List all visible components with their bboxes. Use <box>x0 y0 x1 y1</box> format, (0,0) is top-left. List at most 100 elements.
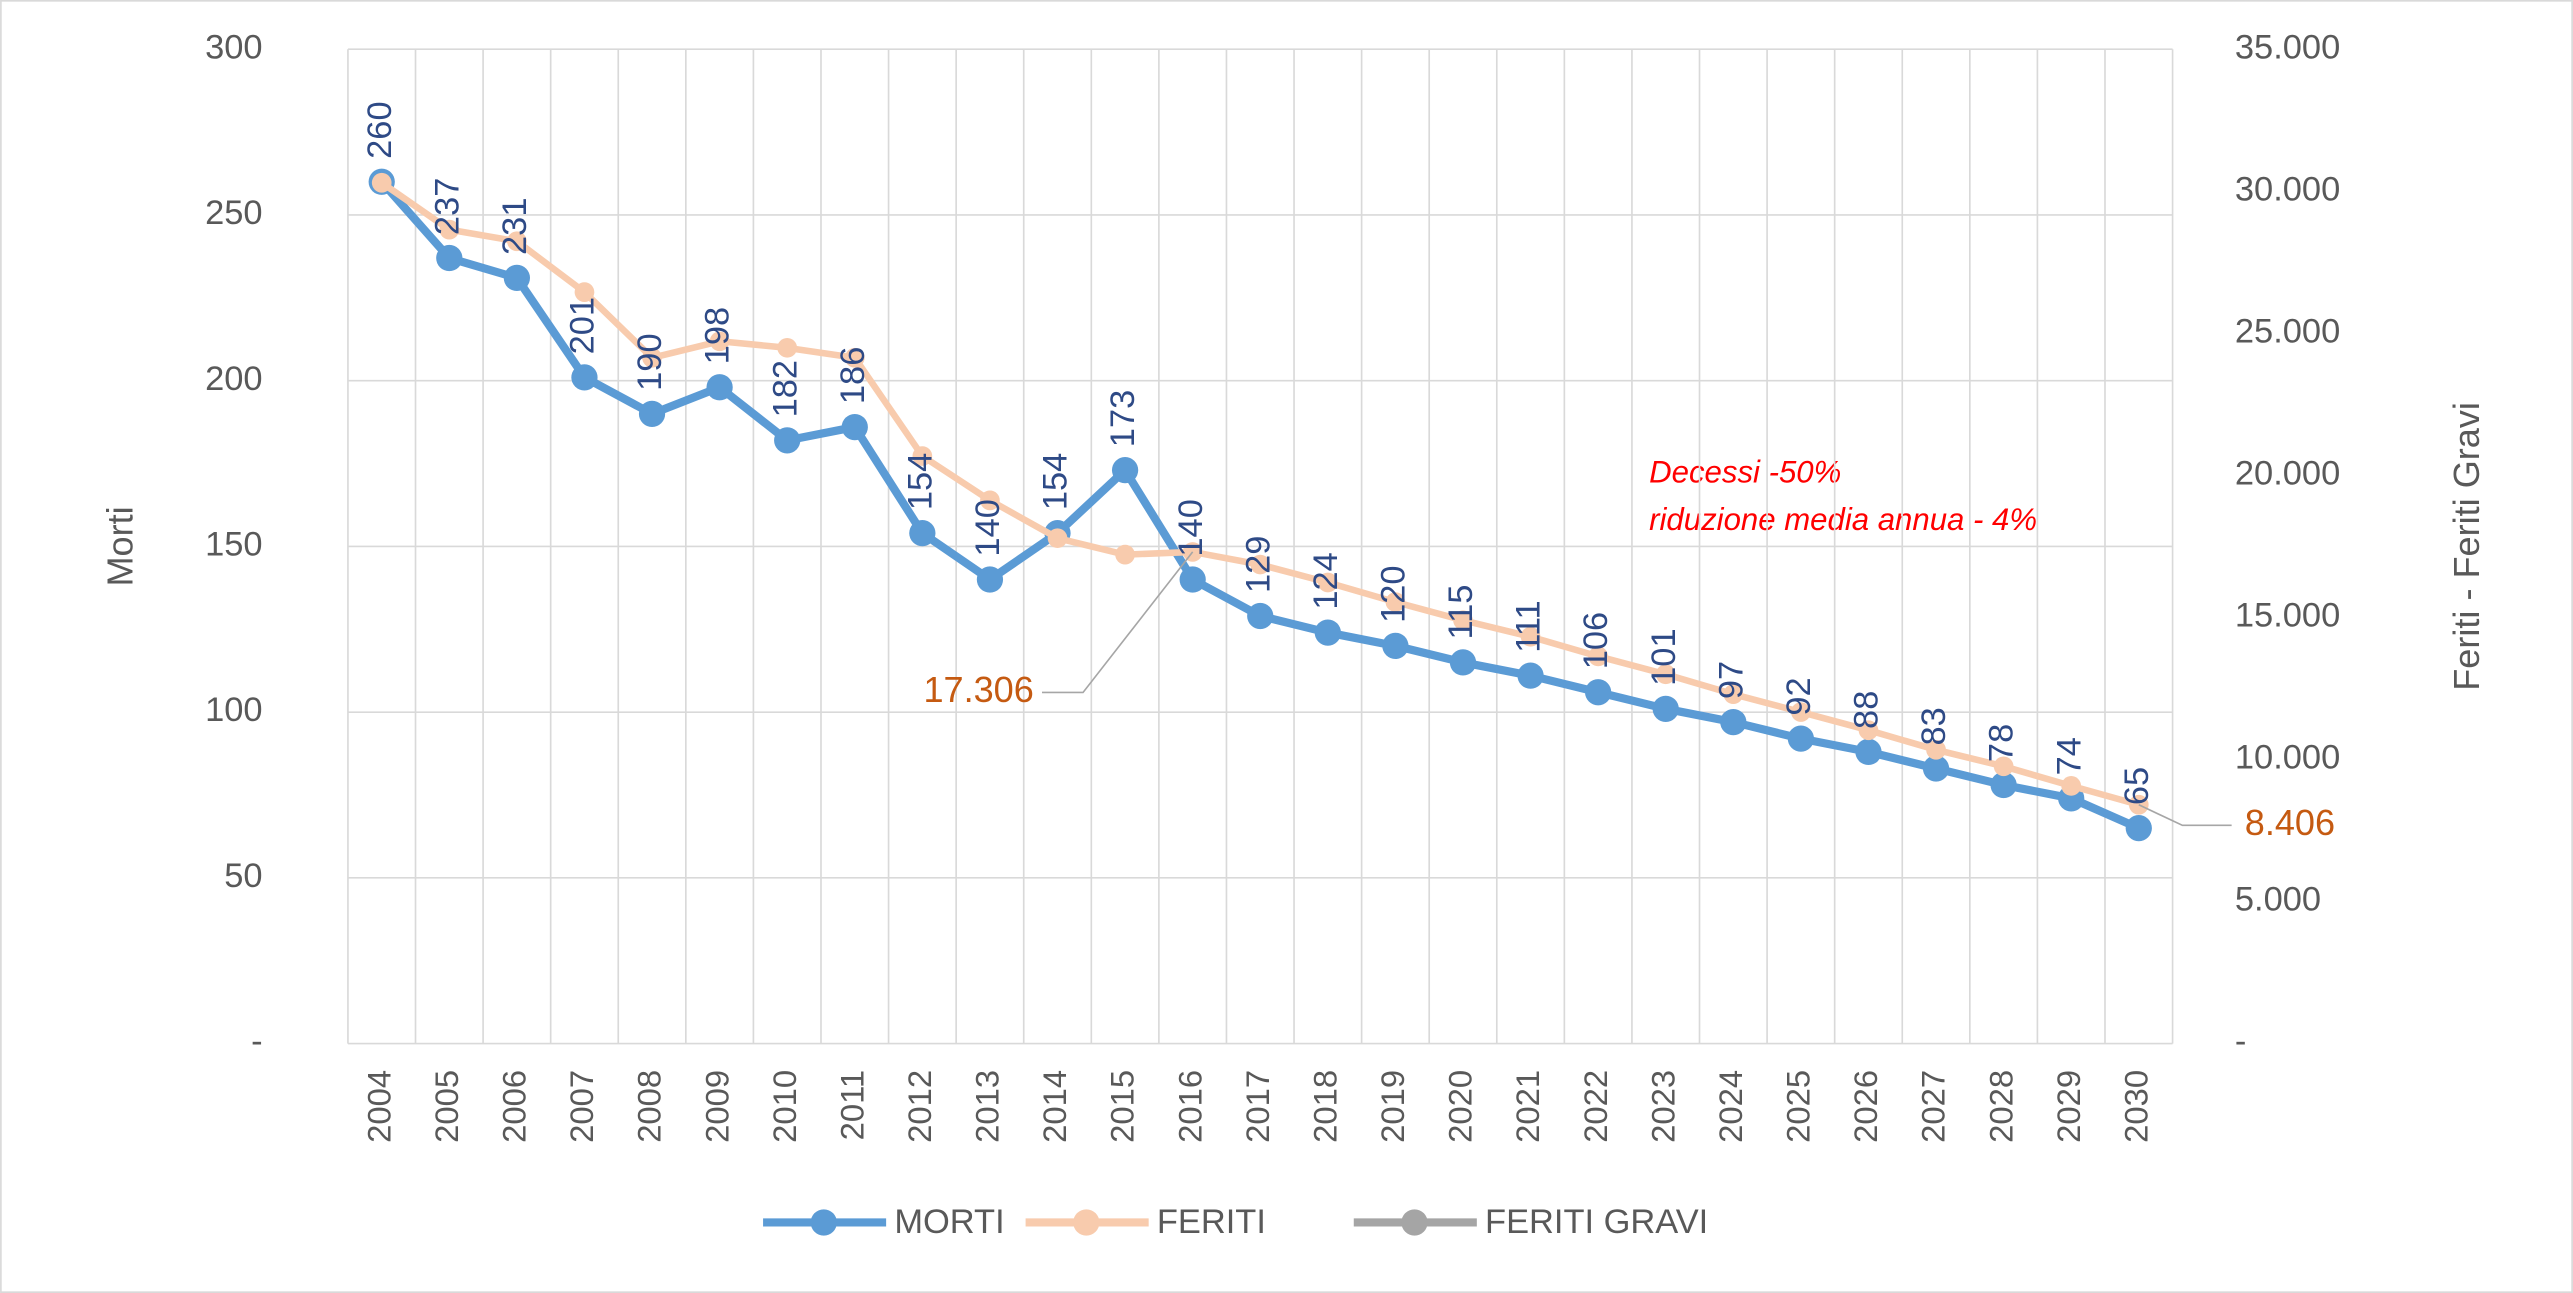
annotation: riduzione media annua - 4% <box>1649 502 2037 537</box>
data-point <box>1791 702 1811 722</box>
data-point <box>1723 684 1744 704</box>
y2-tick-label: 30.000 <box>2235 170 2340 208</box>
data-label: 17.306 <box>923 669 1033 710</box>
x-tick-label: 2005 <box>428 1070 465 1143</box>
data-point <box>1655 664 1676 685</box>
data-label: 201 <box>564 297 602 354</box>
y2-tick-label: 35.000 <box>2235 28 2340 66</box>
data-point <box>1111 457 1139 484</box>
legend-label: FERITI GRAVI <box>1485 1203 1708 1241</box>
y2-tick-label: 25.000 <box>2235 312 2340 350</box>
data-point <box>1990 771 2017 799</box>
legend-swatch-marker <box>1401 1209 1428 1236</box>
data-label: 124 <box>1307 552 1345 609</box>
data-label: 140 <box>969 499 1007 556</box>
y-tick-label: 250 <box>205 194 262 232</box>
y2-axis-label: Feriti - Feriti Gravi <box>2446 402 2487 691</box>
legend-label: MORTI <box>894 1203 1004 1241</box>
y-tick-label: - <box>251 1023 262 1061</box>
data-point <box>841 413 868 441</box>
data-point <box>709 331 730 352</box>
x-tick-label: 2012 <box>901 1070 938 1143</box>
data-label: 106 <box>1577 612 1615 669</box>
data-point <box>571 364 598 391</box>
data-point <box>1182 542 1203 562</box>
data-point <box>1517 662 1544 689</box>
data-point <box>706 374 733 401</box>
x-tick-label: 2015 <box>1104 1070 1141 1143</box>
x-tick-label: 2021 <box>1509 1070 1546 1143</box>
data-label: 182 <box>766 360 804 417</box>
data-point <box>439 219 460 240</box>
data-point <box>1720 708 1747 736</box>
legend-label: FERITI <box>1157 1203 1266 1241</box>
y2-tick-label: 15.000 <box>2235 597 2340 635</box>
y-axis-label: Morti <box>100 506 141 586</box>
x-tick-label: 2010 <box>766 1070 803 1143</box>
data-point <box>1993 756 2014 777</box>
data-point <box>371 172 392 193</box>
data-label: 154 <box>901 453 939 510</box>
data-label: 190 <box>631 333 669 390</box>
data-point <box>503 264 531 292</box>
y-tick-label: 50 <box>224 857 262 895</box>
x-tick-label: 2026 <box>1847 1070 1884 1143</box>
data-point <box>1922 755 1950 782</box>
data-label: 92 <box>1780 677 1818 715</box>
data-point <box>1858 720 1879 741</box>
x-tick-label: 2029 <box>2050 1070 2087 1143</box>
y-tick-label: 300 <box>205 28 262 66</box>
data-point <box>642 347 662 368</box>
x-tick-label: 2007 <box>563 1070 600 1143</box>
data-point <box>1247 602 1274 630</box>
data-point <box>1585 679 1612 706</box>
data-point <box>976 566 1004 593</box>
legend-swatch-marker <box>810 1209 837 1236</box>
leader-line <box>1042 551 1194 694</box>
x-tick-label: 2014 <box>1036 1070 1073 1143</box>
x-tick-label: 2016 <box>1171 1070 1208 1143</box>
x-tick-label: 2023 <box>1644 1070 1681 1143</box>
y2-tick-label: - <box>2235 1023 2246 1061</box>
y2-tick-label: 20.000 <box>2235 454 2340 492</box>
data-point <box>1314 619 1341 646</box>
data-label: 237 <box>428 178 466 235</box>
data-label: 140 <box>1172 499 1210 556</box>
y-tick-label: 150 <box>205 526 262 564</box>
x-tick-label: 2028 <box>1982 1070 2019 1143</box>
data-point <box>844 347 865 368</box>
data-point <box>2128 794 2149 815</box>
x-tick-label: 2022 <box>1577 1070 1614 1143</box>
data-point <box>1652 695 1679 722</box>
data-point <box>909 520 936 547</box>
x-tick-label: 2018 <box>1306 1070 1343 1143</box>
data-point <box>1385 592 1406 612</box>
x-tick-label: 2020 <box>1442 1070 1479 1143</box>
data-label: 186 <box>834 347 872 404</box>
x-tick-label: 2030 <box>2117 1070 2154 1143</box>
x-tick-label: 2006 <box>496 1070 533 1143</box>
x-tick-label: 2009 <box>698 1070 735 1143</box>
x-tick-label: 2019 <box>1374 1070 1411 1143</box>
y-tick-label: 200 <box>205 360 262 398</box>
data-label: 111 <box>1510 600 1548 652</box>
data-label: 154 <box>1037 453 1075 510</box>
data-label: 78 <box>1983 724 2021 762</box>
data-point <box>2125 815 2152 842</box>
data-point <box>2061 776 2082 796</box>
legend-swatch-marker <box>1073 1209 1100 1236</box>
data-point <box>638 400 666 427</box>
data-label: 129 <box>1239 536 1277 593</box>
y-tick-label: 100 <box>205 691 262 729</box>
data-point <box>1115 544 1135 565</box>
data-label: 88 <box>1848 691 1886 729</box>
x-tick-label: 2017 <box>1239 1070 1276 1143</box>
data-point <box>1250 554 1271 575</box>
data-point <box>1179 566 1206 593</box>
data-point <box>574 282 595 302</box>
data-point <box>1855 738 1882 766</box>
data-label: 97 <box>1712 661 1750 699</box>
data-point <box>1382 632 1409 659</box>
data-point <box>1787 725 1815 752</box>
